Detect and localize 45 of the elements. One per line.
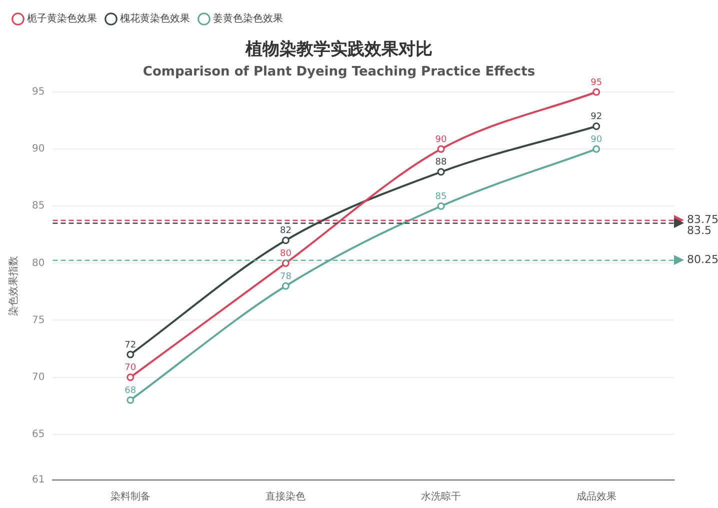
point [126, 350, 134, 358]
legend-label: 姜黄色染色效果 [213, 12, 283, 25]
ref-line-label: 83.75 [687, 213, 718, 226]
data-label: 72 [124, 340, 136, 350]
data-label: 70 [124, 363, 136, 374]
y-tick-label: 75 [32, 314, 45, 326]
chart-subtitle: Comparison of Plant Dyeing Teaching Practice Effects [142, 64, 536, 80]
x-tick-label: 水洗晾干 [421, 490, 462, 503]
legend-label: 槐花黄染色效果 [120, 12, 190, 25]
y-axis-title: 染色效果指数 [8, 256, 20, 316]
data-label: 92 [590, 112, 602, 122]
y-tick-label: 70 [32, 372, 45, 383]
x-tick-label: 染料制备 [110, 490, 150, 503]
y-tick-label: 90 [32, 144, 45, 155]
data-label: 88 [435, 158, 448, 168]
point [592, 122, 600, 130]
x-tick-label: 直接染色 [266, 490, 306, 503]
legend-label: 栀子黄染色效果 [27, 12, 97, 25]
data-label: 90 [590, 134, 602, 145]
data-label: 82 [280, 226, 292, 236]
point [592, 88, 600, 96]
point [126, 396, 134, 404]
y-tick-label: 80 [32, 258, 45, 269]
data-label: 85 [435, 192, 447, 202]
y-tick-label: 61 [32, 474, 45, 486]
point [437, 145, 445, 153]
data-label: 90 [435, 134, 448, 145]
point [126, 374, 134, 382]
y-tick-label: 95 [32, 86, 45, 98]
y-tick-label: 65 [32, 428, 45, 440]
data-label: 78 [280, 272, 292, 282]
y-tick-label: 85 [32, 200, 45, 212]
data-label: 80 [280, 249, 292, 260]
point [592, 145, 600, 153]
ref-line-label: 83.5 [687, 224, 712, 238]
data-label: 68 [124, 386, 136, 396]
point [282, 259, 290, 267]
point [437, 168, 445, 176]
point [437, 202, 445, 210]
point [282, 236, 290, 244]
chart-title: 植物染教学实践效果对比 [244, 40, 432, 60]
point [282, 282, 290, 290]
ref-line-label: 80.25 [687, 253, 718, 266]
x-tick-label: 成品效果 [576, 490, 616, 503]
data-label: 95 [590, 78, 602, 88]
